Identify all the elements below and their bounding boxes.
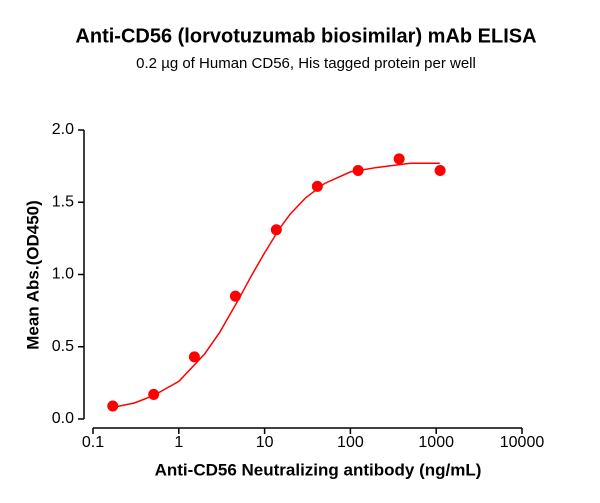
x-tick-label: 100 — [337, 434, 364, 451]
y-tick-label: 1.0 — [52, 266, 74, 283]
x-tick-label: 1 — [174, 434, 183, 451]
y-tick-label: 0.5 — [52, 338, 74, 355]
data-point — [393, 153, 405, 165]
y-tick-label: 0.0 — [52, 410, 74, 427]
chart-subtitle: 0.2 µg of Human CD56, His tagged protein… — [136, 55, 476, 72]
data-point — [270, 224, 282, 236]
data-point — [188, 351, 200, 363]
data-point — [311, 180, 323, 192]
x-tick-label: 0.1 — [82, 434, 104, 451]
x-tick-label: 10000 — [500, 434, 545, 451]
chart-title: Anti-CD56 (lorvotuzumab biosimilar) mAb … — [75, 25, 536, 47]
data-point — [148, 388, 160, 400]
y-axis-label: Mean Abs.(OD450) — [23, 200, 42, 350]
y-tick-label: 2.0 — [52, 121, 74, 138]
data-point — [229, 290, 241, 302]
x-axis-label: Anti-CD56 Neutralizing antibody (ng/mL) — [155, 460, 482, 479]
data-point — [107, 400, 119, 412]
x-tick-label: 1000 — [418, 434, 454, 451]
data-point — [434, 164, 446, 176]
x-tick-label: 10 — [256, 434, 274, 451]
y-tick-label: 1.5 — [52, 193, 74, 210]
data-point — [352, 164, 364, 176]
fit-curve — [112, 162, 440, 409]
